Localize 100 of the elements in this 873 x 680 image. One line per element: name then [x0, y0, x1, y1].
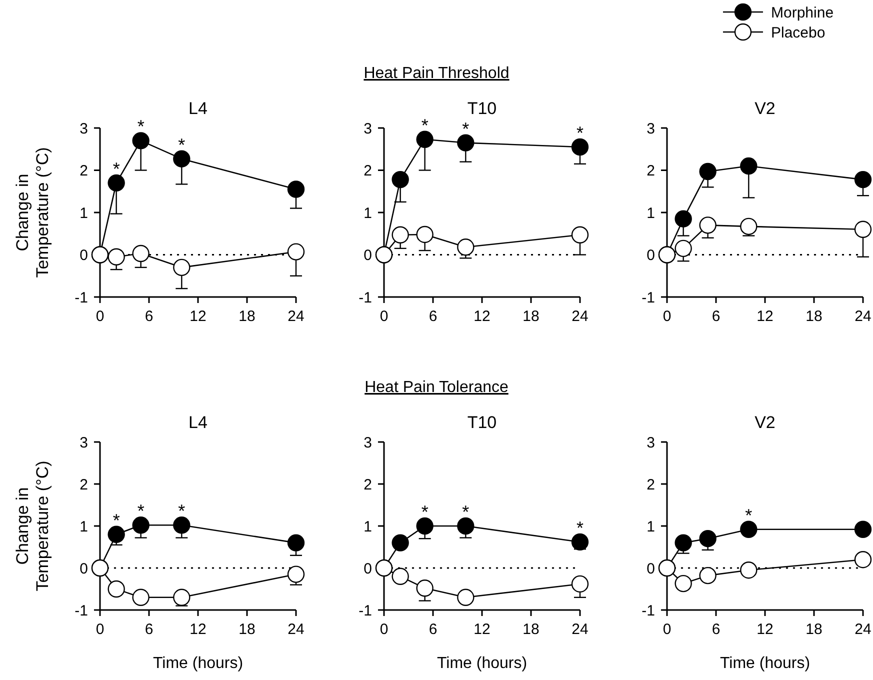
point — [571, 226, 589, 244]
point — [132, 244, 150, 262]
point — [457, 134, 474, 152]
y-tick-label: 0 — [80, 560, 88, 578]
point — [132, 132, 150, 150]
y-tick-label: 1 — [80, 204, 88, 222]
point — [392, 226, 409, 244]
y-tick-label: 3 — [646, 120, 655, 138]
annotation: * — [112, 158, 120, 179]
point — [674, 534, 692, 552]
y-tick-label: 2 — [364, 476, 372, 494]
y-tick-label: 1 — [80, 518, 88, 536]
y-tick-label: -1 — [642, 602, 655, 620]
y-axis-title: Change in Temperature (°C) — [13, 460, 52, 592]
annotation: * — [462, 502, 470, 522]
x-tick-label: 18 — [806, 621, 822, 638]
point — [173, 150, 190, 168]
point — [674, 210, 692, 228]
y-tick-label: 1 — [364, 518, 372, 536]
y-axis-title: Change in Temperature (°C) — [13, 147, 52, 278]
point — [571, 575, 589, 593]
x-tick-label: 0 — [662, 308, 672, 325]
point — [173, 516, 190, 534]
y-tick-label: 1 — [364, 204, 372, 222]
point — [699, 162, 716, 180]
x-tick-label: 18 — [238, 308, 256, 325]
y-tick-label: 2 — [646, 162, 655, 180]
x-axis-title: Time (hours) — [436, 655, 528, 672]
annotation: * — [576, 518, 584, 538]
point — [740, 562, 758, 579]
point — [571, 138, 589, 156]
y-tick-label: 0 — [80, 247, 88, 264]
y-tick-label: 1 — [646, 518, 655, 536]
x-tick-label: 12 — [474, 621, 490, 638]
x-tick-label: 6 — [144, 621, 154, 638]
point — [457, 238, 474, 256]
point — [392, 534, 409, 552]
y-tick-label: -1 — [74, 602, 88, 620]
legend-label: Morphine — [771, 4, 834, 22]
x-tick-label: 18 — [522, 308, 540, 325]
x-tick-label: 24 — [288, 621, 304, 638]
point — [416, 517, 434, 535]
point — [108, 248, 125, 266]
y-tick-label: 0 — [364, 560, 372, 578]
y-tick-label: 0 — [646, 247, 655, 264]
point — [287, 534, 305, 552]
y-tick-label: 1 — [646, 204, 655, 222]
x-tick-label: 24 — [288, 308, 304, 325]
x-tick-label: 12 — [756, 621, 774, 638]
point — [287, 180, 305, 198]
annotation: * — [421, 115, 428, 136]
point — [173, 588, 190, 606]
point — [287, 243, 305, 260]
annotation: * — [137, 116, 144, 137]
x-tick-label: 18 — [522, 621, 540, 638]
point — [699, 216, 716, 234]
x-tick-label: 6 — [428, 621, 438, 638]
x-tick-label: 24 — [572, 621, 588, 638]
y-tick-label: -1 — [74, 289, 88, 306]
point — [674, 240, 692, 258]
chart-title: V2 — [754, 99, 776, 118]
chart-title: V2 — [754, 413, 776, 432]
x-tick-label: 0 — [96, 621, 104, 638]
x-tick-label: 12 — [190, 621, 206, 638]
point — [173, 258, 190, 276]
point — [699, 530, 716, 548]
point — [457, 517, 474, 535]
x-tick-label: 24 — [854, 621, 872, 638]
annotation: * — [178, 134, 186, 155]
x-tick-label: 18 — [806, 308, 822, 325]
point — [108, 526, 125, 543]
annotation: * — [112, 510, 120, 530]
point — [740, 157, 758, 175]
chart-title: T10 — [467, 413, 497, 432]
x-tick-label: 0 — [96, 308, 104, 325]
x-axis-title: Time (hours) — [152, 655, 244, 672]
y-tick-label: 3 — [364, 120, 372, 138]
chart-title: L4 — [188, 99, 208, 118]
y-tick-label: -1 — [358, 602, 372, 620]
x-axis-title: Time (hours) — [720, 655, 810, 672]
y-tick-label: 3 — [80, 434, 88, 452]
y-tick-label: -1 — [358, 289, 372, 306]
x-tick-label: 6 — [712, 308, 720, 325]
point — [416, 130, 434, 148]
x-tick-label: 12 — [190, 308, 206, 325]
annotation: * — [745, 505, 752, 526]
legend-label: Placebo — [771, 24, 826, 42]
point — [740, 218, 758, 236]
y-tick-label: 2 — [80, 162, 88, 180]
annotation: * — [178, 501, 186, 522]
point — [854, 170, 872, 188]
point — [108, 174, 125, 192]
point — [416, 226, 434, 244]
x-tick-label: 6 — [428, 308, 438, 325]
chart-title: T10 — [467, 99, 497, 118]
y-tick-label: 0 — [364, 247, 372, 264]
x-tick-label: 12 — [474, 308, 490, 325]
point — [416, 580, 434, 597]
x-tick-label: 18 — [238, 621, 256, 638]
y-tick-label: -1 — [642, 289, 655, 306]
